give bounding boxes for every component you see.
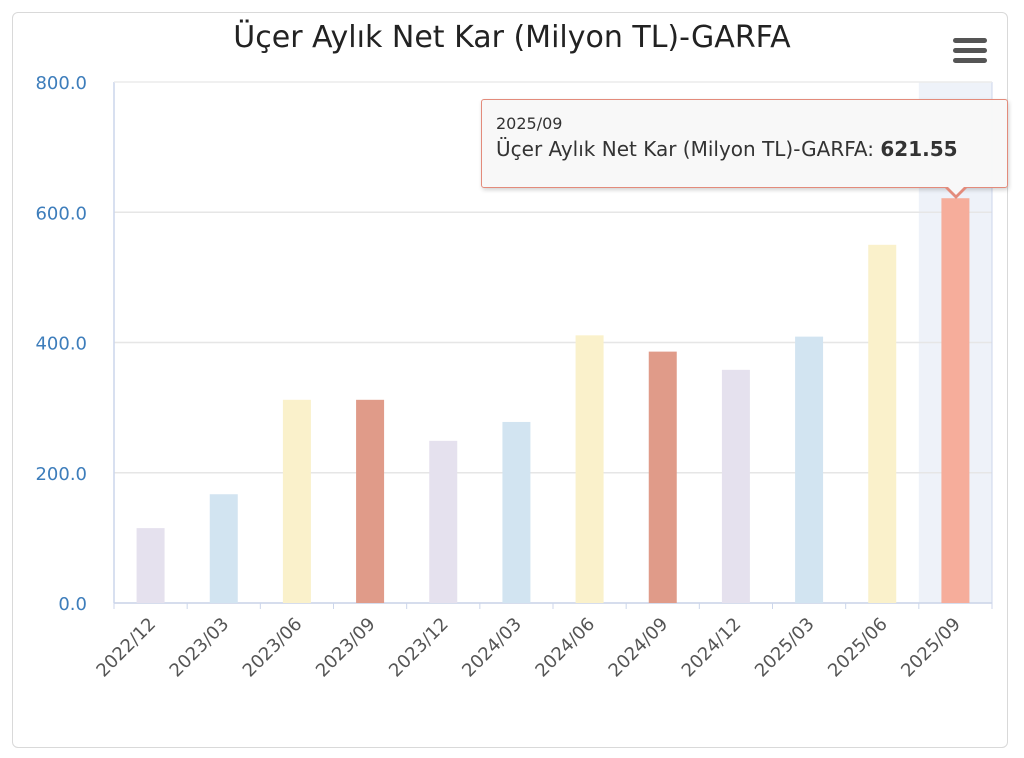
bar — [868, 244, 897, 603]
x-tick-label: 2024/09 — [605, 614, 673, 682]
bar — [356, 399, 385, 603]
bar — [941, 198, 970, 603]
x-tick-label: 2023/06 — [239, 614, 307, 682]
tooltip-arrow-inner — [947, 186, 965, 195]
chart-tooltip: 2025/09 Üçer Aylık Net Kar (Milyon TL)-G… — [481, 99, 1008, 199]
x-tick-label: 2023/03 — [166, 614, 234, 682]
x-tick-label: 2024/03 — [458, 614, 526, 682]
x-tick-label: 2024/12 — [678, 614, 746, 682]
x-tick-label: 2022/12 — [92, 614, 160, 682]
bar — [209, 494, 238, 603]
bar — [136, 528, 165, 603]
y-tick-label: 800.0 — [35, 73, 87, 94]
chart-title: Üçer Aylık Net Kar (Milyon TL)-GARFA — [233, 20, 791, 55]
bar — [282, 399, 311, 603]
y-tick-label: 400.0 — [35, 334, 87, 355]
y-tick-label: 600.0 — [35, 203, 87, 224]
chart-menu-icon[interactable] — [953, 38, 987, 66]
x-tick-label: 2025/03 — [751, 614, 819, 682]
tooltip-date: 2025/09 — [496, 114, 563, 133]
tooltip-series-label: Üçer Aylık Net Kar (Milyon TL)-GARFA: — [496, 137, 881, 161]
bar — [429, 440, 458, 603]
x-tick-label: 2023/12 — [385, 614, 453, 682]
bar — [721, 369, 750, 603]
x-tick-label: 2025/09 — [897, 614, 965, 682]
tooltip-value: 621.55 — [880, 137, 958, 161]
x-tick-label: 2023/09 — [312, 614, 380, 682]
bar — [795, 336, 824, 603]
y-tick-label: 0.0 — [58, 594, 87, 615]
tooltip-line: Üçer Aylık Net Kar (Milyon TL)-GARFA: 62… — [496, 137, 958, 161]
bar — [502, 421, 531, 603]
x-tick-label: 2024/06 — [531, 614, 599, 682]
x-tick-label: 2025/06 — [824, 614, 892, 682]
bar — [648, 351, 677, 603]
bar — [575, 335, 604, 603]
y-tick-label: 200.0 — [35, 464, 87, 485]
